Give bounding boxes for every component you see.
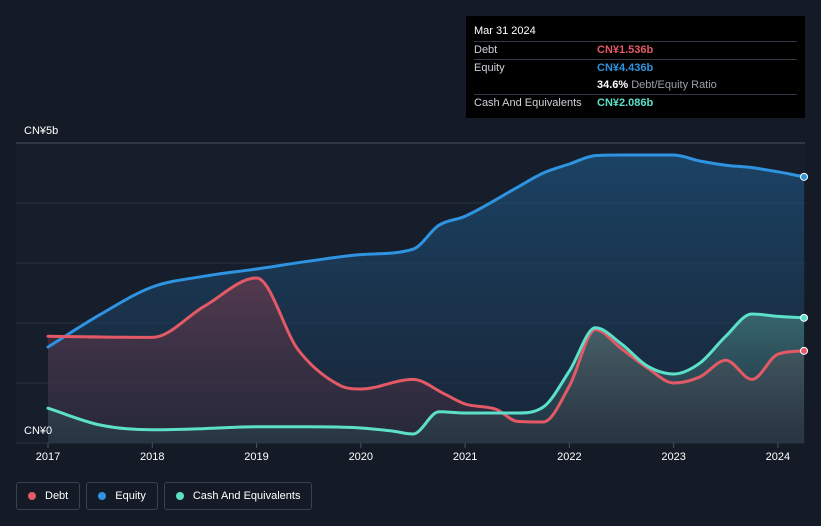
tooltip-ratio-text: Debt/Equity Ratio [631,79,717,91]
x-tick-label: 2018 [140,451,165,463]
tooltip-ratio-value: 34.6% [597,79,629,91]
debt-endpoint [800,346,808,355]
tooltip-row-debt: Debt CN¥1.536b [474,41,797,59]
tooltip-row-equity: Equity CN¥4.436b [474,59,797,77]
tooltip-equity-label: Equity [474,62,505,74]
debt-line [46,276,806,424]
legend-item-equity[interactable]: Equity [86,482,158,510]
y-tick-label-max: CN¥5b [24,125,59,137]
tooltip-cash-value: CN¥2.086b [597,97,654,109]
cash-line [46,312,806,436]
tooltip-row-cash: Cash And Equivalents CN¥2.086b [474,94,797,112]
legend-item-cash[interactable]: Cash And Equivalents [163,482,313,510]
legend-dot-debt [28,492,36,500]
legend-dot-cash [175,492,184,500]
series-lines [46,153,806,436]
chart-legend: Debt Equity Cash And Equivalents [16,482,314,510]
tooltip-row-ratio: 34.6% Debt/Equity Ratio [474,77,797,94]
tooltip-debt-value: CN¥1.536b [597,44,654,56]
equity-line [46,153,806,349]
x-tick-label: 2017 [35,451,61,463]
legend-label-debt: Debt [45,490,69,502]
tooltip-date: Mar 31 2024 [474,25,536,37]
cash-area [48,314,804,443]
cash-endpoint [800,313,808,322]
x-tick-label: 2023 [661,451,686,463]
tooltip-panel: Mar 31 2024 Debt CN¥1.536b Equity CN¥4.4… [466,16,805,118]
y-tick-label-zero: CN¥0 [24,425,53,437]
x-tick-label: 2021 [452,451,478,463]
legend-item-debt[interactable]: Debt [16,482,81,510]
equity-endpoint [800,172,808,181]
x-tick-label: 2020 [348,451,374,463]
x-tick-label: 2019 [244,451,269,463]
series-areas [48,155,804,443]
legend-label-cash: Cash And Equivalents [192,490,301,502]
x-tick-label: 2024 [765,451,791,463]
tooltip-cash-label: Cash And Equivalents [474,97,582,109]
legend-label-equity: Equity [115,490,146,502]
tooltip-debt-label: Debt [474,44,498,56]
series-endpoints [800,172,808,355]
tooltip-equity-value: CN¥4.436b [597,62,654,74]
legend-dot-equity [98,492,107,500]
x-tick-label: 2022 [557,451,582,463]
